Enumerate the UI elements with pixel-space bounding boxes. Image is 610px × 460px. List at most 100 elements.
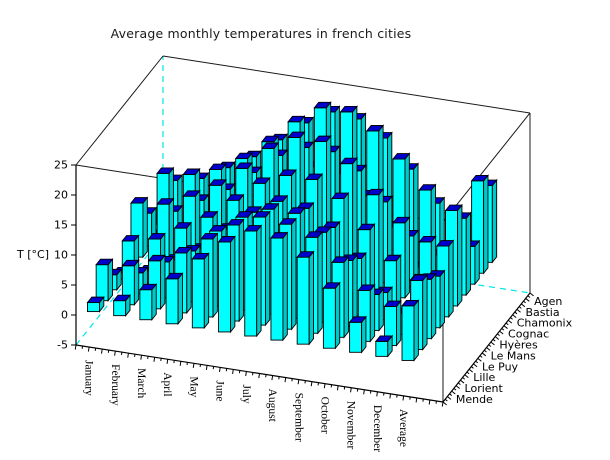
bar-side-face	[369, 283, 376, 343]
z-axis-tick-label: 0	[61, 309, 68, 322]
y-axis-tick	[518, 306, 522, 309]
y-axis-label-Bastia: Bastia	[525, 306, 559, 319]
bar-top-face	[392, 153, 411, 160]
x-axis-tick	[153, 357, 156, 362]
bar-top-face	[287, 115, 306, 123]
y-axis-tick	[451, 390, 456, 395]
bar-side-face	[396, 299, 402, 347]
z-axis-tick-label: 10	[54, 249, 68, 262]
hidden-floor-edge-left	[75, 235, 164, 346]
bar-Lorient-November	[357, 283, 376, 343]
bar-top-face	[322, 282, 341, 289]
bar-top-face	[156, 167, 175, 174]
bar-top-face	[409, 274, 429, 281]
y-axis-tick	[442, 401, 447, 406]
box-edge-top-left	[75, 55, 164, 166]
z-axis-tick-label: -5	[57, 339, 68, 352]
y-axis-tick	[507, 319, 513, 324]
bar-top-face	[208, 179, 227, 186]
bar-top-face	[287, 207, 306, 214]
bar-top-face	[331, 256, 350, 263]
bar-top-face	[252, 211, 271, 218]
x-axis-tick	[389, 393, 392, 399]
bar-top-face	[331, 192, 350, 200]
x-axis-tick	[166, 359, 169, 364]
x-axis-tick	[363, 389, 365, 395]
bar-top-face	[383, 300, 402, 307]
z-axis-tick-label: 15	[54, 219, 68, 232]
x-axis-tick	[402, 395, 405, 401]
bar-Mende-August	[270, 231, 289, 342]
x-axis-tick	[245, 371, 247, 377]
y-axis-tick	[449, 393, 453, 396]
y-axis-tick	[486, 347, 491, 351]
bar-top-face	[357, 223, 376, 231]
bar-side-face	[308, 250, 314, 346]
bar-side-face	[465, 211, 472, 297]
y-axis-tick	[488, 344, 492, 347]
bar-Mende-November	[348, 315, 367, 354]
y-axis-label-Hyères: Hyères	[499, 339, 538, 352]
x-axis-tick	[428, 399, 431, 405]
bar-front-face	[113, 300, 127, 317]
bar-side-face	[256, 224, 262, 338]
bar-Mende-December	[374, 334, 394, 358]
y-axis-tick	[484, 349, 487, 353]
bar-Mende-April	[165, 272, 184, 326]
bar-side-face	[133, 259, 140, 307]
x-axis-label-April: April	[161, 372, 173, 396]
bar-top-face	[226, 194, 245, 201]
bar-top-face	[234, 162, 254, 169]
y-axis-tick	[447, 396, 452, 400]
bar-side-face	[282, 231, 288, 342]
x-axis-label-September: September	[292, 393, 304, 442]
y-axis-tick	[490, 341, 495, 346]
bar-side-face	[264, 210, 271, 327]
bar-top-face	[243, 225, 263, 232]
x-axis-label-Average: Average	[397, 409, 409, 447]
bar-top-face	[313, 135, 332, 143]
bar-top-face	[252, 177, 271, 184]
y-axis-tick	[529, 292, 534, 297]
x-axis-label-January: January	[83, 360, 95, 396]
z-axis-title: T [°C]	[16, 248, 49, 261]
bar-side-face	[439, 269, 445, 330]
bar-top-face	[470, 174, 489, 182]
bar-side-face	[404, 216, 410, 300]
bar-front-face	[244, 230, 258, 337]
bar-side-face	[291, 217, 297, 331]
bar-top-face	[278, 169, 297, 176]
bar-front-face	[270, 237, 284, 341]
y-axis-tick	[512, 314, 517, 319]
x-axis-label-March: March	[135, 368, 147, 398]
x-axis-tick	[179, 361, 182, 366]
bar-top-face	[147, 233, 166, 240]
x-axis-label-June: June	[214, 380, 226, 401]
bar-top-face	[173, 222, 192, 229]
bar-side-face	[107, 257, 113, 302]
x-axis-tick	[140, 355, 143, 360]
bar-top-face	[365, 125, 385, 132]
bar-top-face	[234, 152, 253, 160]
x-axis-tick	[297, 379, 300, 385]
x-axis-tick	[376, 391, 378, 397]
bar-top-face	[278, 218, 297, 225]
bar-side-face	[483, 174, 489, 275]
x-axis-tick	[284, 377, 287, 383]
bar-front-face	[349, 321, 363, 353]
y-axis-label-Chamonix: Chamonix	[517, 317, 573, 330]
x-axis-tick	[258, 373, 260, 379]
y-axis-tick	[525, 298, 530, 302]
bar-top-face	[287, 131, 306, 138]
y-axis-tick	[523, 300, 526, 304]
x-axis-label-October: October	[319, 397, 331, 434]
x-axis-tick	[336, 385, 339, 391]
x-axis-tick	[101, 348, 103, 354]
y-axis-tick	[466, 371, 470, 375]
bar-front-face	[165, 278, 179, 325]
bar-side-face	[177, 272, 183, 326]
bar-Mende-February	[112, 293, 131, 317]
x-axis-label-May: May	[187, 376, 199, 397]
bar-top-face	[418, 235, 437, 243]
